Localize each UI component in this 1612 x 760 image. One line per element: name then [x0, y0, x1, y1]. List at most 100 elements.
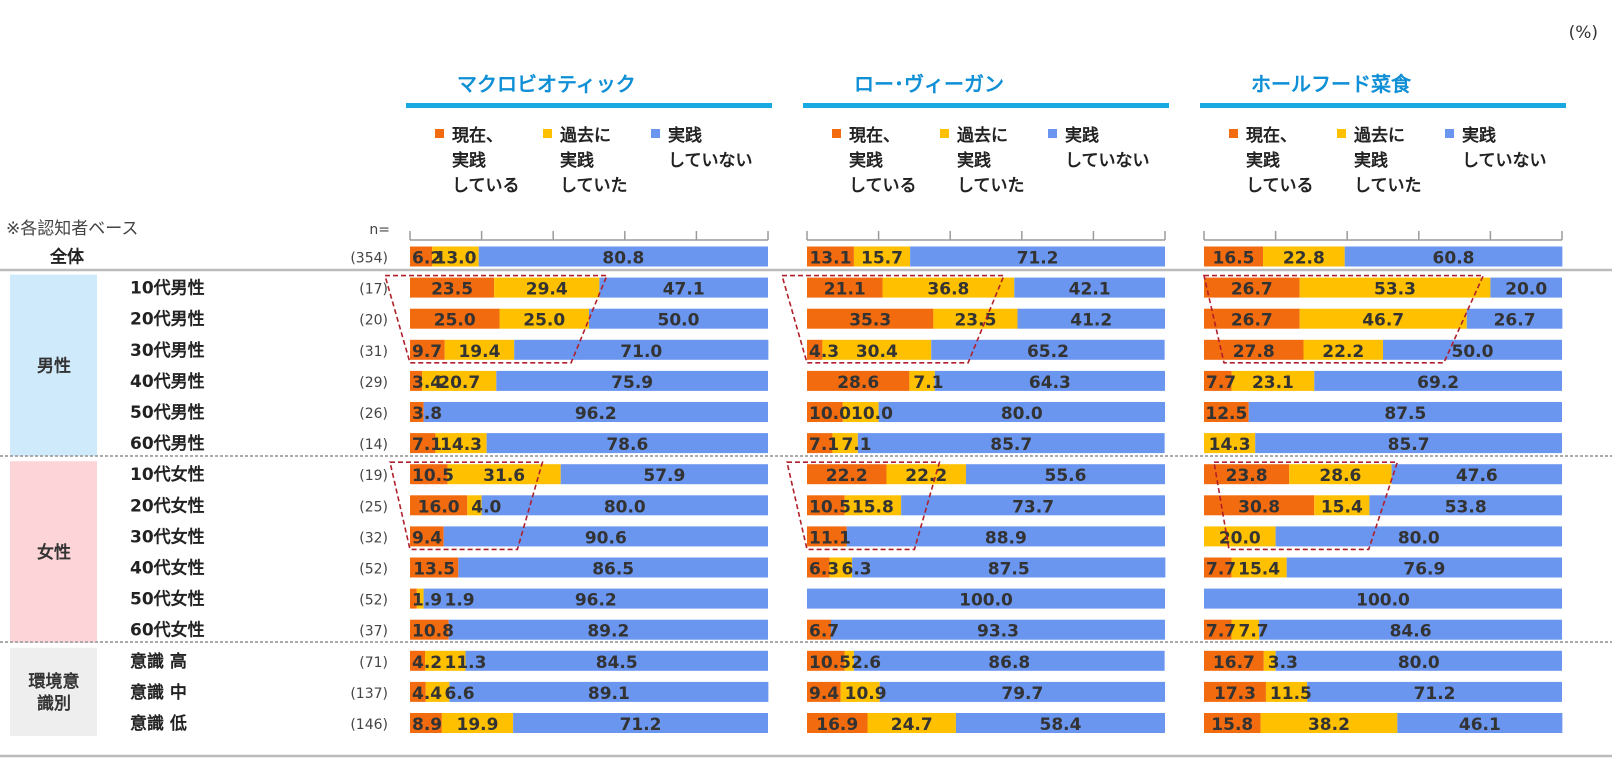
- data-label-current: 3.8: [412, 404, 442, 424]
- bar-past: [425, 681, 450, 702]
- bar-never: [423, 588, 768, 609]
- data-label-never: 75.9: [611, 373, 653, 393]
- data-label-current: 6.3: [809, 560, 839, 580]
- bar-current: [807, 713, 868, 733]
- data-label-current: 9.7: [412, 342, 442, 362]
- bar-never: [1248, 402, 1562, 422]
- bar-never: [901, 495, 1165, 516]
- data-label-never: 80.0: [1398, 528, 1440, 548]
- bar-never: [965, 464, 1165, 485]
- data-label-never: 46.1: [1459, 715, 1501, 735]
- data-label-past: 19.9: [457, 715, 499, 735]
- data-label-current: 23.8: [1226, 466, 1268, 486]
- data-label-current: 8.9: [412, 715, 442, 735]
- bar-past: [1289, 464, 1392, 485]
- data-label-past: 53.3: [1374, 280, 1416, 300]
- row-label: 10代男性: [130, 278, 205, 299]
- bar-current: [410, 681, 426, 702]
- panel-title: ロー･ヴィーガン: [854, 72, 1004, 96]
- bar-never: [879, 681, 1165, 702]
- bar-current: [410, 619, 449, 640]
- bar-never: [1344, 246, 1563, 267]
- row-label: 60代女性: [130, 620, 205, 641]
- bar-current: [410, 588, 417, 609]
- legend-label-never: 実践: [668, 125, 702, 146]
- data-label-current: 21.1: [824, 280, 866, 300]
- bar-past: [822, 339, 932, 360]
- bar-current: [410, 650, 426, 671]
- panel-title-underline: [803, 103, 1169, 108]
- data-label-current: 28.6: [837, 373, 879, 393]
- bar-current: [1204, 402, 1249, 422]
- bar-current: [410, 713, 442, 733]
- data-label-never: 87.5: [1384, 404, 1426, 424]
- data-label-past: 38.2: [1308, 715, 1350, 735]
- bar-past: [435, 433, 487, 454]
- data-label-current: 9.4: [412, 528, 442, 548]
- data-label-current: 23.5: [431, 280, 473, 300]
- bar-never: [846, 526, 1165, 547]
- data-label-current: 7.7: [1206, 560, 1236, 580]
- chart-panels: マクロビオティック現在、実践している過去に実践していた実践していない6.213.…: [383, 72, 1566, 735]
- data-label-never: 47.1: [663, 280, 705, 300]
- data-label-never: 58.4: [1039, 715, 1081, 735]
- data-label-past: 23.5: [954, 311, 996, 331]
- data-label-past: 23.1: [1252, 373, 1294, 393]
- bar-past: [842, 402, 879, 422]
- bar-past: [1204, 433, 1256, 454]
- bar-past: [444, 339, 515, 360]
- bar-current: [807, 681, 841, 702]
- highlight-box: [1202, 274, 1485, 364]
- legend-label-past: 実践: [560, 150, 594, 171]
- bar-current: [807, 308, 934, 329]
- data-label-current: 26.7: [1231, 280, 1273, 300]
- row-n-value: (52): [359, 562, 388, 578]
- bar-past: [882, 277, 1015, 298]
- group-box-env: [10, 647, 97, 736]
- bar-current: [410, 495, 468, 516]
- legend-label-never: していない: [668, 151, 753, 171]
- bar-current: [1204, 681, 1266, 702]
- data-label-past: 36.8: [927, 280, 969, 300]
- row-label: 20代女性: [130, 495, 205, 516]
- legend-swatch-never: [651, 129, 660, 138]
- data-label-current: 10.0: [809, 404, 851, 424]
- data-label-never: 71.2: [1017, 249, 1059, 269]
- bar-current: [1204, 246, 1264, 267]
- legend-label-past: 過去に: [957, 125, 1008, 146]
- row-n-value: (25): [359, 499, 388, 515]
- bar-current: [1204, 650, 1264, 671]
- row-label: 60代男性: [130, 433, 205, 454]
- data-label-past: 7.1: [842, 435, 872, 455]
- data-label-past: 20.7: [438, 373, 480, 393]
- data-label-past: 10.0: [851, 404, 893, 424]
- row-separators: [0, 268, 1612, 758]
- bar-never: [560, 464, 768, 485]
- panel-title: マクロビオティック: [457, 72, 636, 96]
- bar-past: [832, 433, 858, 454]
- bar-current: [410, 464, 448, 485]
- data-label-current: 16.9: [816, 715, 858, 735]
- data-label-past: 14.3: [440, 435, 482, 455]
- panel-title-underline: [406, 103, 772, 108]
- data-label-current: 10.8: [412, 622, 454, 642]
- data-label-never: 96.2: [575, 591, 617, 611]
- bar-current: [410, 433, 436, 454]
- row-n-value: (19): [359, 468, 388, 484]
- legend-label-never: していない: [1065, 151, 1150, 171]
- data-label-never: 71.0: [620, 342, 662, 362]
- data-label-past: 7.7: [1239, 622, 1269, 642]
- row-label: 意識 中: [130, 682, 187, 703]
- bar-never: [599, 277, 768, 298]
- data-label-current: 10.5: [809, 653, 851, 673]
- data-label-past: 11.5: [1270, 684, 1312, 704]
- data-label-never: 50.0: [1452, 342, 1494, 362]
- bar-never: [1275, 526, 1562, 547]
- data-label-past: 3.3: [1268, 653, 1298, 673]
- bar-past: [441, 713, 514, 733]
- bar-never: [852, 557, 1166, 578]
- bar-past: [494, 277, 600, 298]
- bar-past: [1231, 557, 1287, 578]
- data-label-past: 6.3: [842, 560, 872, 580]
